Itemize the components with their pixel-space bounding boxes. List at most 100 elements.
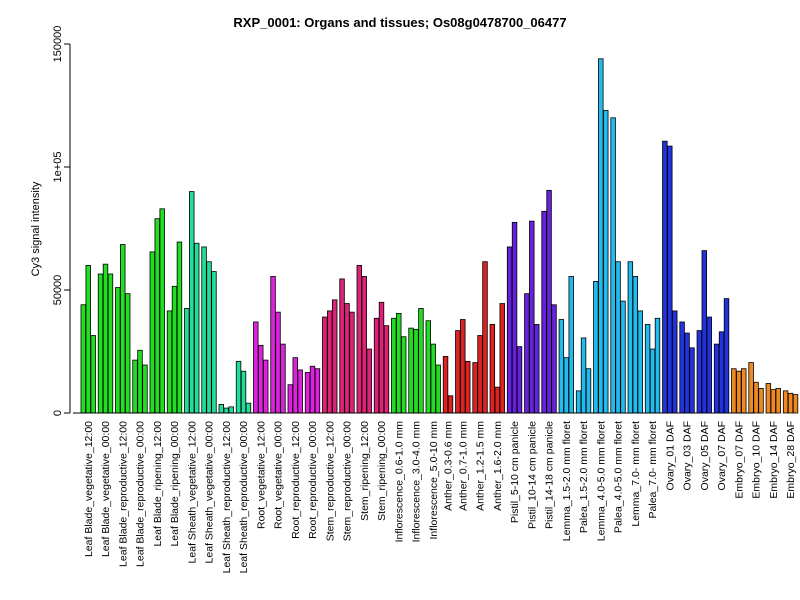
bar xyxy=(361,276,367,414)
y-axis: 0 50000 1e+05 150000 xyxy=(52,26,71,416)
bar xyxy=(610,117,616,414)
bar xyxy=(391,317,397,414)
x-tick-label: Palea_7.0- mm floret xyxy=(647,421,659,519)
x-tick-label: Anther_1.6-2.0 mm xyxy=(492,421,504,511)
bar xyxy=(344,303,350,414)
x-tick-label: Leaf Blade_vegetative_00:00 xyxy=(100,421,112,557)
x-tick-label: Lemma_7.0- mm floret xyxy=(630,421,642,527)
x-tick-label: Anther_0.3-0.6 mm xyxy=(443,421,455,511)
bar xyxy=(598,58,604,414)
bar xyxy=(97,273,104,414)
bar xyxy=(787,392,794,414)
bar xyxy=(534,324,540,414)
x-tick-label: Leaf Sheath_reproductive_12:00 xyxy=(221,421,233,574)
bar xyxy=(524,293,530,414)
bar xyxy=(442,356,449,414)
bar xyxy=(649,348,656,414)
bar xyxy=(90,335,96,414)
bar xyxy=(159,208,165,414)
bar xyxy=(258,344,264,414)
x-tick-label: Leaf Blade_ripening_12:00 xyxy=(152,421,164,547)
bar xyxy=(447,395,454,414)
bar xyxy=(603,110,609,414)
bar xyxy=(627,261,634,414)
bar xyxy=(718,331,725,414)
bar xyxy=(297,369,303,414)
bar xyxy=(551,304,557,414)
bar xyxy=(706,316,712,414)
bars xyxy=(80,58,799,414)
bar xyxy=(245,402,252,414)
bar xyxy=(620,300,626,414)
x-tick-label: Leaf Blade_reproductive_12:00 xyxy=(117,421,129,567)
x-tick-label: Inflorescence_5.0-10 mm xyxy=(428,421,440,540)
bar xyxy=(322,316,328,414)
x-tick-label: Stem_reproductive_00:00 xyxy=(342,421,354,541)
bar xyxy=(314,368,321,414)
bar xyxy=(713,343,720,414)
bar xyxy=(201,246,207,414)
bar xyxy=(253,321,259,414)
x-tick-label: Ovary_05 DAF xyxy=(699,421,711,490)
bar xyxy=(792,394,799,414)
bar xyxy=(541,210,547,414)
bar xyxy=(741,368,747,414)
bar xyxy=(723,298,730,414)
bar xyxy=(672,310,678,414)
bar xyxy=(383,325,390,414)
x-tick-label: Root_vegetative_00:00 xyxy=(273,421,285,529)
x-tick-label: Lemma_1.5-2.0 mm floret xyxy=(561,421,573,541)
x-tick-labels: Leaf Blade_vegetative_12:00 Leaf Blade_ve… xyxy=(83,421,797,574)
bar xyxy=(270,276,276,414)
bar xyxy=(637,310,643,414)
bar xyxy=(262,359,269,414)
x-tick-label: Root_reproductive_12:00 xyxy=(290,421,302,539)
bar xyxy=(489,324,496,414)
bar xyxy=(679,321,685,414)
x-tick-label: Embryo_07 DAF xyxy=(733,421,745,499)
bar xyxy=(482,261,488,414)
y-axis-label: Cy3 signal intensity xyxy=(30,181,42,276)
bar xyxy=(748,362,754,414)
bar xyxy=(499,303,505,414)
bar xyxy=(430,343,436,414)
bar xyxy=(154,218,160,414)
bar xyxy=(477,335,483,414)
bar xyxy=(85,264,91,414)
bar xyxy=(132,359,138,414)
bar xyxy=(304,372,311,414)
bar xyxy=(575,390,582,414)
x-tick-label: Leaf Sheath_reproductive_00:00 xyxy=(238,421,250,574)
x-tick-label: Stem_ripening_12:00 xyxy=(359,421,371,521)
bar xyxy=(193,242,200,414)
x-tick-label: Palea_4.0-5.0 mm floret xyxy=(613,421,625,533)
bar xyxy=(667,145,673,414)
bar xyxy=(568,276,574,414)
y-tick-label: 150000 xyxy=(52,26,64,63)
x-tick-label: Pistil_5-10 cm panicle xyxy=(509,421,521,523)
bar xyxy=(413,328,419,414)
bar xyxy=(580,337,587,414)
bar xyxy=(339,278,345,414)
bar xyxy=(292,357,298,414)
bar xyxy=(615,261,621,414)
bar xyxy=(654,317,661,414)
x-tick-label: Leaf Blade_vegetative_12:00 xyxy=(83,421,95,557)
x-tick-label: Pistil_14-18 cm panicle xyxy=(544,421,556,529)
x-tick-label: Stem_ripening_00:00 xyxy=(376,421,388,521)
y-tick-label: 50000 xyxy=(52,275,64,306)
bar xyxy=(80,304,86,414)
y-tick-label: 1e+05 xyxy=(52,152,64,183)
chart-title: RXP_0001: Organs and tissues; Os08g04787… xyxy=(233,15,566,30)
bar xyxy=(684,332,690,414)
bar xyxy=(701,250,707,414)
bar xyxy=(460,319,466,414)
bar xyxy=(206,261,212,414)
bar xyxy=(396,312,402,414)
bar xyxy=(356,264,362,414)
x-tick-label: Ovary_03 DAF xyxy=(682,421,694,490)
bar xyxy=(770,389,776,414)
x-tick-label: Pistil_10-14 cm panicle xyxy=(526,421,538,529)
x-tick-label: Stem_reproductive_12:00 xyxy=(324,421,336,541)
